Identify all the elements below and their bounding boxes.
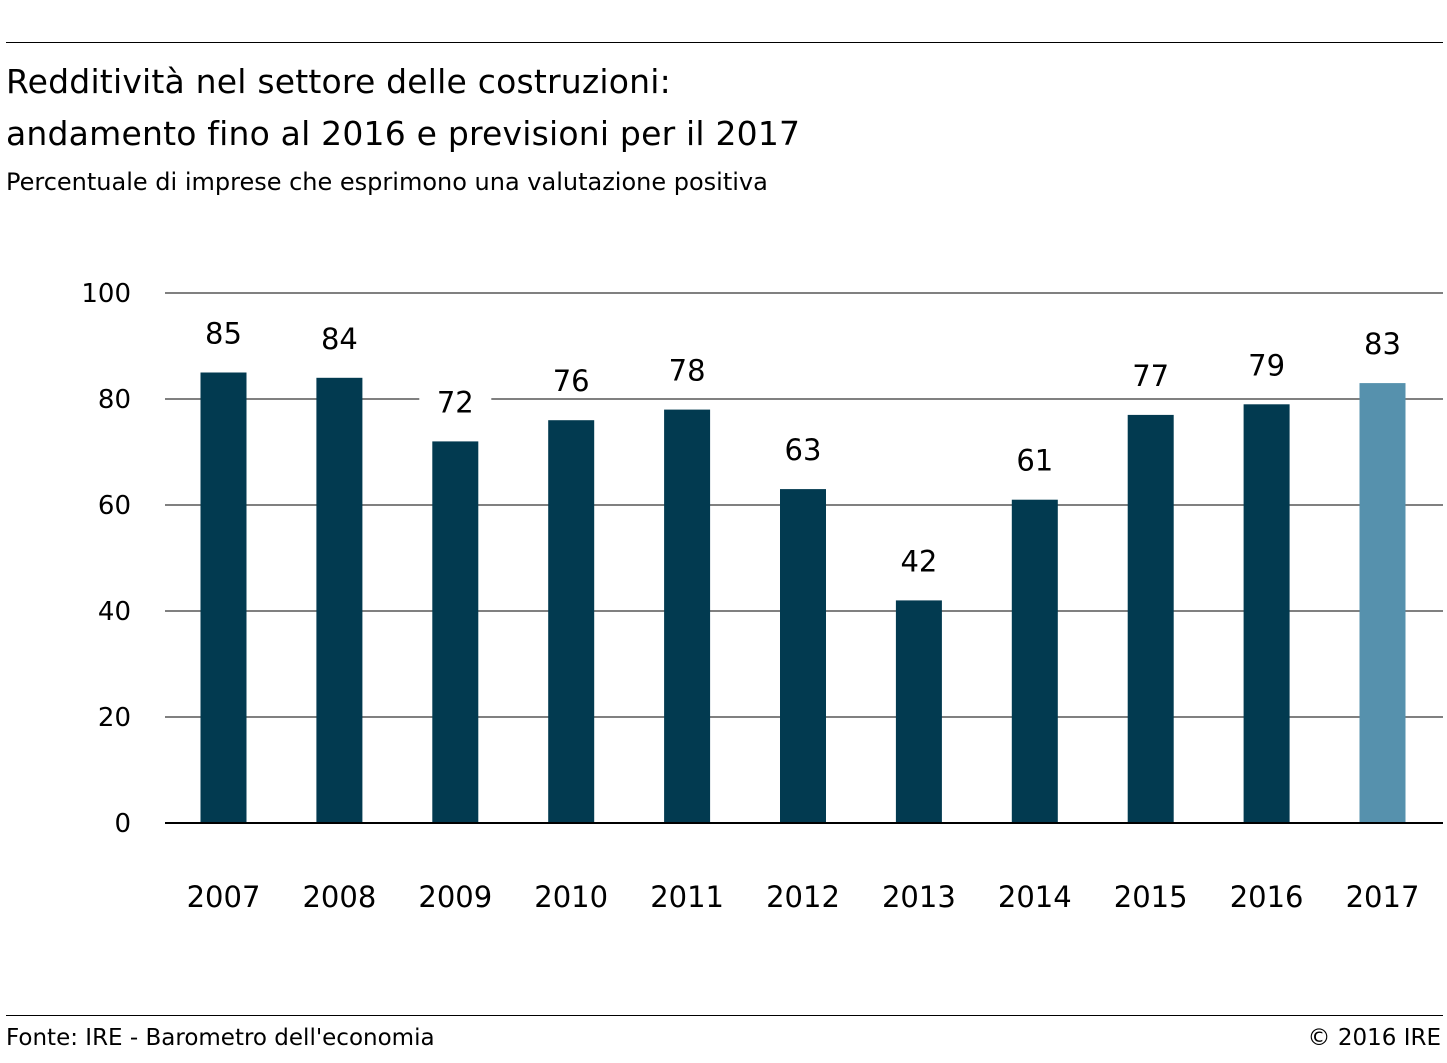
value-label-backing bbox=[651, 347, 724, 386]
bar-2010 bbox=[548, 420, 595, 823]
y-tick-label: 80 bbox=[98, 385, 131, 415]
y-tick-label: 100 bbox=[81, 279, 131, 309]
y-tick-label: 40 bbox=[98, 597, 131, 627]
x-tick-label-2014: 2014 bbox=[998, 880, 1072, 914]
chart-title-line-2: andamento fino al 2016 e previsioni per … bbox=[6, 114, 801, 153]
copyright-note: © 2016 IRE bbox=[1307, 1025, 1441, 1051]
value-label-2010: 76 bbox=[553, 364, 590, 398]
value-label-2012: 63 bbox=[785, 433, 822, 467]
bar-chart: 0 20 40 60 80 100 85 84 72 76 78 63 42 61 77 79 83 2007… bbox=[81, 279, 1443, 914]
bar-value-labels: 85 84 72 76 78 63 42 61 77 79 83 bbox=[187, 310, 1419, 578]
x-tick-label-2012: 2012 bbox=[766, 880, 840, 914]
value-label-2008: 84 bbox=[321, 322, 358, 356]
value-label-backing bbox=[419, 379, 492, 418]
x-tick-label-2010: 2010 bbox=[534, 880, 608, 914]
x-tick-label-2008: 2008 bbox=[302, 880, 376, 914]
bar-2013 bbox=[895, 600, 942, 823]
x-tick-label-2013: 2013 bbox=[882, 880, 956, 914]
x-tick-label-2017: 2017 bbox=[1346, 880, 1420, 914]
value-label-2014: 61 bbox=[1016, 444, 1053, 478]
bar-2015 bbox=[1127, 414, 1174, 823]
y-axis-tick-labels: 0 20 40 60 80 100 bbox=[81, 279, 131, 839]
value-label-backing bbox=[1114, 352, 1187, 391]
bar-2014 bbox=[1011, 499, 1058, 823]
value-label-backing bbox=[303, 315, 376, 354]
top-rule bbox=[6, 42, 1443, 43]
y-tick-label: 20 bbox=[98, 703, 131, 733]
bar-2009 bbox=[432, 441, 479, 823]
chart-title-line-1: Redditività nel settore delle costruzion… bbox=[6, 62, 671, 101]
value-label-backing bbox=[767, 427, 839, 466]
value-label-2016: 79 bbox=[1248, 348, 1285, 382]
value-label-2009: 72 bbox=[437, 385, 474, 419]
value-label-backing bbox=[535, 358, 608, 397]
y-tick-label: 60 bbox=[98, 491, 131, 521]
value-label-2013: 42 bbox=[900, 544, 937, 578]
x-axis-tick-labels: 2007 2008 2009 2010 2011 2012 2013 2014 2015 2016… bbox=[187, 880, 1420, 914]
value-label-2011: 78 bbox=[669, 354, 706, 388]
value-label-2017: 83 bbox=[1364, 327, 1401, 361]
x-tick-label-2015: 2015 bbox=[1114, 880, 1188, 914]
bar-2017 bbox=[1359, 383, 1406, 823]
x-tick-label-2011: 2011 bbox=[650, 880, 724, 914]
value-label-backing bbox=[882, 538, 955, 577]
y-tick-label: 0 bbox=[114, 809, 131, 839]
value-label-2007: 85 bbox=[205, 317, 242, 351]
bottom-rule bbox=[6, 1015, 1443, 1016]
value-label-backing bbox=[998, 437, 1071, 476]
value-label-backing bbox=[1230, 342, 1303, 381]
bar-2007 bbox=[200, 372, 247, 823]
bar-2012 bbox=[780, 489, 826, 823]
bars bbox=[200, 372, 1406, 823]
chart-subtitle: Percentuale di imprese che esprimono una… bbox=[6, 168, 768, 196]
x-tick-label-2009: 2009 bbox=[418, 880, 492, 914]
bar-2008 bbox=[316, 377, 363, 823]
value-label-backing bbox=[1346, 321, 1419, 360]
bar-2016 bbox=[1243, 404, 1290, 823]
value-label-backing bbox=[187, 310, 260, 349]
bar-2011 bbox=[664, 409, 711, 823]
x-tick-label-2007: 2007 bbox=[187, 880, 261, 914]
x-tick-label-2016: 2016 bbox=[1230, 880, 1304, 914]
value-label-2015: 77 bbox=[1132, 359, 1169, 393]
source-note: Fonte: IRE - Barometro dell'economia bbox=[6, 1025, 435, 1051]
